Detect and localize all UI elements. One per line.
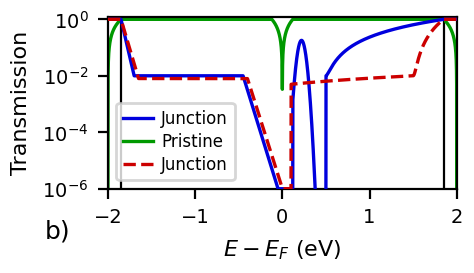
- Junction: [105, 18, 111, 21]
- Line: Junction: Junction: [108, 20, 457, 189]
- Legend: Junction, Pristine, Junction: Junction, Pristine, Junction: [116, 103, 235, 180]
- Junction: [168, 74, 174, 78]
- Junction: [332, 79, 337, 82]
- Line: Pristine: Pristine: [108, 20, 457, 189]
- Junction: [105, 18, 111, 21]
- Pristine: [332, 18, 337, 21]
- Y-axis label: Transmission: Transmission: [11, 31, 31, 175]
- Pristine: [454, 187, 460, 191]
- Pristine: [238, 18, 244, 21]
- Junction: [314, 215, 319, 219]
- Pristine: [365, 18, 371, 21]
- Junction: [365, 36, 371, 40]
- Pristine: [392, 18, 398, 21]
- Junction: [238, 74, 244, 78]
- Pristine: [105, 187, 111, 191]
- Pristine: [117, 18, 122, 21]
- Pristine: [169, 18, 174, 21]
- Text: b): b): [45, 220, 71, 244]
- Junction: [454, 18, 460, 21]
- Line: Junction: Junction: [108, 20, 457, 217]
- Junction: [238, 77, 244, 80]
- Junction: [365, 77, 371, 80]
- X-axis label: $E - E_F$ (eV): $E - E_F$ (eV): [223, 238, 341, 262]
- Junction: [314, 215, 320, 219]
- Pristine: [314, 18, 320, 21]
- Junction: [168, 77, 174, 80]
- Junction: [314, 81, 320, 84]
- Junction: [392, 28, 398, 31]
- Junction: [392, 75, 398, 79]
- Junction: [280, 187, 285, 191]
- Junction: [454, 18, 460, 21]
- Junction: [332, 61, 337, 64]
